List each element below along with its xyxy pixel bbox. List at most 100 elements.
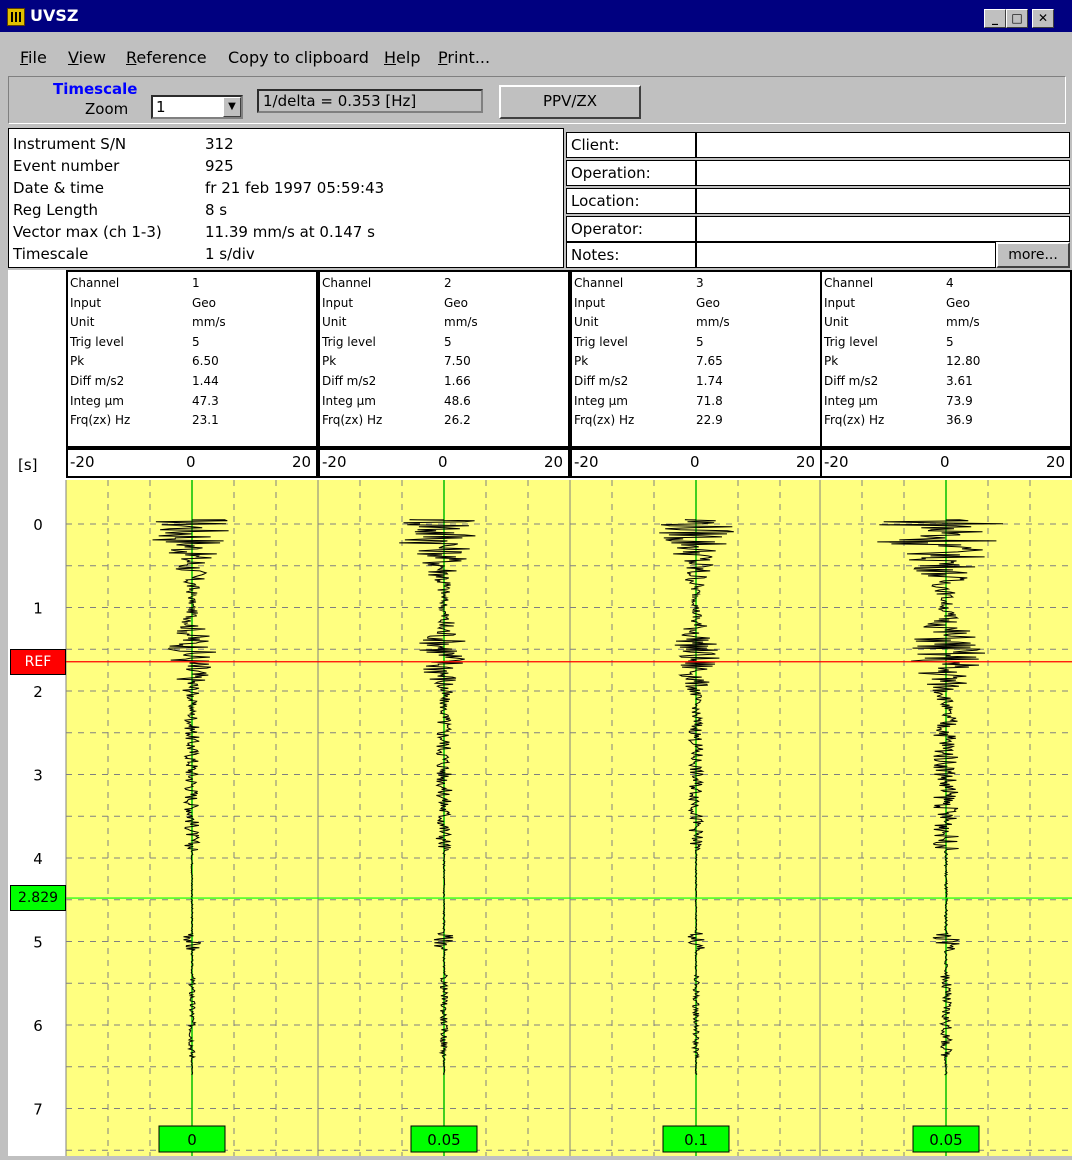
channel-field: Input Geo — [574, 296, 720, 310]
channel-field-value: Geo — [444, 295, 469, 310]
notes-label: Notes: — [566, 242, 696, 268]
operator-label: Operator: — [566, 216, 696, 242]
time-unit-label: [s] — [18, 456, 38, 474]
time-tick-label: 2 — [33, 683, 43, 701]
channel-field-label: Integ µm — [70, 393, 124, 408]
info-key: Vector max (ch 1-3) — [13, 223, 162, 241]
channel-field-value: mm/s — [444, 315, 478, 330]
channel-field-label: Frq(zx) Hz — [574, 413, 635, 428]
channel-field-label: Input — [322, 295, 354, 310]
channel-field: Integ µm 71.8 — [574, 394, 723, 408]
channel-field-label: Unit — [574, 315, 599, 330]
channel-field-value: Geo — [192, 295, 217, 310]
channel-field: Input Geo — [824, 295, 970, 310]
channel-field-label: Frq(zx) Hz — [824, 413, 885, 428]
client-field[interactable] — [696, 132, 1070, 158]
channel-field-label: Pk — [574, 354, 589, 369]
zoom-label: Zoom — [85, 100, 129, 118]
channel-field-label: Integ µm — [824, 393, 878, 408]
channel-field-label: Pk — [70, 354, 85, 369]
channel-field: Channel 4 — [824, 276, 954, 290]
time-axis-background — [8, 480, 66, 1156]
chevron-down-icon[interactable]: ▼ — [223, 97, 241, 117]
operation-label: Operation: — [566, 160, 696, 186]
info-value: 11.39 mm/s at 0.147 s — [205, 223, 375, 241]
channel-field-value: 7.65 — [696, 354, 723, 369]
channel-field: Frq(zx) Hz 26.2 — [322, 413, 471, 427]
waveform-trace — [877, 519, 1004, 1076]
channel-field: Channel 2 — [322, 276, 452, 290]
channel-field: Trig level 5 — [70, 334, 200, 349]
channel-field: Input Geo — [322, 295, 468, 310]
channel-field: Pk 12.80 — [824, 354, 980, 368]
more-button[interactable]: more... — [996, 242, 1070, 268]
notes-field[interactable] — [696, 242, 996, 268]
ref-marker[interactable]: REF — [10, 648, 66, 675]
channel-field-label: Pk — [322, 354, 337, 369]
channel-field-value: 26.2 — [444, 413, 471, 428]
channel-bottom-value: 0.05 — [929, 1131, 962, 1149]
channel-field: Pk 7.50 — [322, 354, 471, 369]
channel-field-label: Channel — [574, 276, 624, 290]
operator-field[interactable] — [696, 216, 1070, 242]
title-bar: UVSZ _ □ ✕ — [0, 0, 1072, 32]
channel-field: Pk 6.50 — [70, 354, 219, 369]
menu-file[interactable]: File — [20, 48, 47, 67]
menu-copy-to-clipboard[interactable]: Copy to clipboard — [228, 48, 369, 67]
zoom-value: 1 — [156, 98, 166, 116]
info-value: 925 — [205, 157, 234, 175]
timescale-label: Timescale — [53, 80, 138, 98]
channel-field-value: 3.61 — [946, 374, 973, 388]
channel-field-value: 47.3 — [192, 393, 219, 408]
time-cursor-marker[interactable]: 2.829 — [10, 885, 66, 912]
zoom-select[interactable]: 1 ▼ — [151, 95, 243, 119]
minimize-button[interactable]: _ — [984, 9, 1006, 28]
scale-tick-label: 0 — [690, 453, 700, 471]
event-info-panel: Instrument S/N 312 Event number 925 Date &… — [8, 128, 564, 268]
channel-2-scale: -20 0 20 — [318, 448, 570, 478]
ppv-zx-button[interactable]: PPV/ZX — [499, 85, 641, 119]
channel-field: Frq(zx) Hz 23.1 — [70, 413, 219, 427]
menu-print[interactable]: Print... — [438, 48, 491, 67]
scale-tick-label: 20 — [544, 453, 564, 471]
menu-help[interactable]: Help — [384, 48, 421, 67]
channel-field-value: 36.9 — [946, 413, 973, 428]
waveform-canvas[interactable]: 0 0.05 0.1 0.05 0 1 2 3 4 5 6 7 — [8, 480, 1072, 1156]
seismogram-plot[interactable]: 0 0.05 0.1 0.05 0 1 2 3 4 5 6 7 REF 2.829 — [8, 480, 1072, 1156]
menu-reference[interactable]: Reference — [126, 48, 207, 67]
channel-field: Trig level 5 — [322, 334, 452, 349]
channel-field-value: 48.6 — [444, 393, 471, 408]
channel-field-value: 5 — [946, 334, 954, 349]
channel-field-value: 5 — [192, 334, 200, 349]
info-key: Event number — [13, 157, 120, 175]
time-tick-label: 5 — [33, 934, 43, 952]
channel-field-label: Trig level — [322, 334, 376, 349]
maximize-button[interactable]: □ — [1006, 9, 1028, 28]
event-meta-panel: Client: Operation: Location: Operator: N… — [566, 128, 1072, 268]
channel-3-info: Channel 3 Input Geo Unit mm/s Trig level 5 Pk 7.6… — [570, 270, 822, 448]
channel-field: Pk 7.65 — [574, 354, 723, 369]
channel-field-value: 12.80 — [946, 354, 981, 369]
channel-field: Unit mm/s — [70, 315, 226, 329]
channel-field-label: Channel — [824, 276, 874, 290]
channel-field: Channel 3 — [574, 276, 704, 290]
operation-field[interactable] — [696, 160, 1070, 186]
scale-tick-label: 20 — [796, 453, 816, 471]
channel-bottom-value-box — [158, 1125, 226, 1153]
channel-field-label: Channel — [70, 276, 120, 290]
scale-tick-label: -20 — [322, 453, 347, 471]
channel-field: Diff m/s2 1.66 — [322, 374, 471, 388]
channel-field: Integ µm 73.9 — [824, 393, 973, 408]
channel-field-label: Input — [824, 295, 856, 310]
channel-field-label: Trig level — [70, 334, 124, 349]
channel-field-value: Geo — [696, 295, 721, 310]
channel-field: Diff m/s2 1.44 — [70, 374, 219, 388]
channel-bottom-value-box — [662, 1125, 730, 1153]
location-field[interactable] — [696, 188, 1070, 214]
info-value: 312 — [205, 135, 234, 153]
menu-view[interactable]: View — [68, 48, 106, 67]
close-button[interactable]: ✕ — [1032, 9, 1054, 28]
timescale-toolbar: Timescale Zoom 1 ▼ 1/delta = 0.353 [Hz] … — [8, 76, 1066, 124]
channel-field-label: Diff m/s2 — [70, 374, 125, 388]
channel-field-label: Channel — [322, 276, 372, 290]
